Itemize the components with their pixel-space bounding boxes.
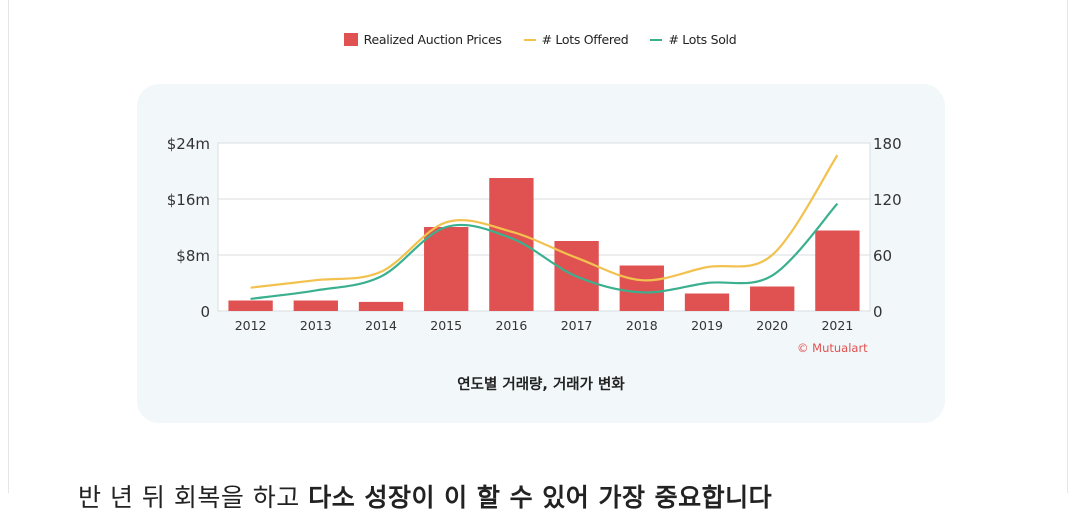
y-left-tick-label: $8m — [176, 247, 210, 265]
line-lots-offered — [250, 154, 839, 289]
chart-legend: Realized Auction Prices # Lots Offered #… — [0, 32, 1080, 47]
x-tick-label: 2014 — [365, 318, 397, 333]
plot-area — [217, 142, 871, 312]
legend-label-sold: # Lots Sold — [668, 32, 737, 47]
x-tick-label: 2017 — [561, 318, 593, 333]
y-right-tick-label: 180 — [873, 135, 902, 153]
chart-credit: © Mutualart — [797, 341, 868, 355]
y-right-tick-label: 60 — [873, 247, 892, 265]
x-tick-label: 2020 — [756, 318, 788, 333]
x-tick-label: 2019 — [691, 318, 723, 333]
bar-2014 — [358, 301, 404, 311]
line-lots-sold — [250, 202, 839, 300]
legend-item-offered: # Lots Offered — [523, 32, 629, 47]
y-right-tick-label: 120 — [873, 191, 902, 209]
article-text-bold: 다소 성장이 이 할 수 있어 가장 중요합니다 — [308, 483, 773, 512]
bar-2019 — [684, 293, 730, 311]
y-right-tick-label: 0 — [873, 303, 883, 321]
article-text: 반 년 뒤 회복을 하고 다소 성장이 이 할 수 있어 가장 중요합니다 — [78, 478, 772, 514]
y-left-tick-label: 0 — [200, 303, 210, 321]
x-tick-label: 2018 — [626, 318, 658, 333]
chart-svg: 0 $8m $16m $24m 0 60 120 180 2012 2013 2014 2015 201… — [167, 135, 902, 333]
bar-2013 — [293, 300, 338, 311]
bar-2020 — [750, 286, 795, 311]
content-frame — [8, 0, 1068, 493]
bar-2018 — [619, 265, 664, 311]
bar-2016 — [489, 178, 534, 311]
article-text-normal: 반 년 뒤 회복을 하고 — [78, 483, 300, 512]
x-tick-label: 2013 — [300, 318, 332, 333]
bar-2012 — [228, 300, 273, 311]
x-tick-label: 2012 — [235, 318, 267, 333]
x-tick-label: 2016 — [495, 318, 527, 333]
legend-offered-swatch — [523, 38, 536, 41]
bar-2015 — [424, 227, 469, 311]
y-left-tick-label: $24m — [167, 135, 210, 153]
legend-sold-swatch — [650, 38, 663, 41]
bar-2021 — [815, 230, 860, 311]
x-tick-label: 2021 — [821, 318, 853, 333]
chart-caption: 연도별 거래량, 거래가 변화 — [457, 377, 625, 393]
legend-label-offered: # Lots Offered — [541, 32, 629, 47]
y-left-tick-label: $16m — [167, 191, 210, 209]
legend-item-bars: Realized Auction Prices — [343, 32, 502, 47]
legend-item-sold: # Lots Sold — [650, 32, 737, 47]
x-tick-label: 2015 — [430, 318, 462, 333]
legend-label-bars: Realized Auction Prices — [363, 32, 502, 47]
legend-bar-swatch — [343, 33, 358, 46]
